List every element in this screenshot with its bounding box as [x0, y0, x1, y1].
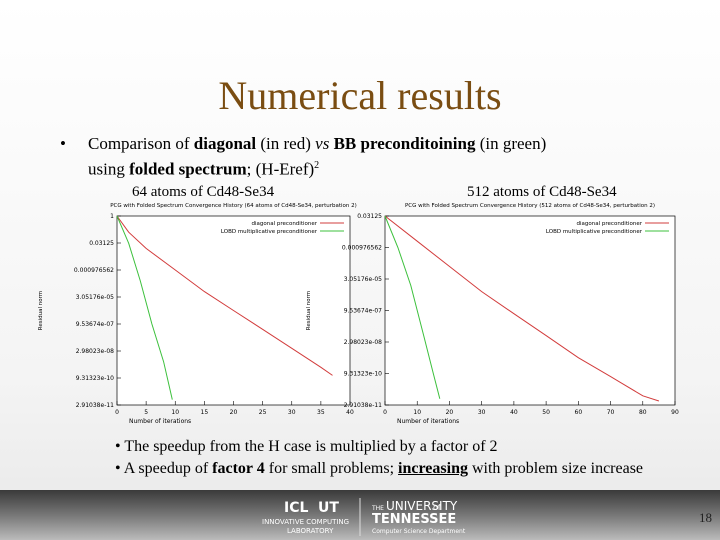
legend-label: LOBD multiplicative preconditioner	[546, 229, 643, 235]
y-tick-label: 0.03125	[89, 240, 114, 247]
x-tick-label: 20	[230, 409, 238, 416]
page-number: 18	[699, 510, 712, 525]
lab-name: INNOVATIVE COMPUTING	[262, 518, 349, 526]
x-tick-label: 70	[607, 409, 615, 416]
x-tick-label: 10	[171, 409, 179, 416]
x-tick-label: 80	[639, 409, 647, 416]
footer-logos: ICL UT INNOVATIVE COMPUTING LABORATORY T…	[262, 498, 712, 536]
y-tick-label: 2.91038e-11	[344, 402, 382, 409]
bullet-marker: •	[60, 134, 66, 153]
x-tick-label: 25	[259, 409, 267, 416]
bullet-text: Comparison of diagonal (in red) vs BB pr…	[88, 133, 688, 181]
y-tick-label: 1	[110, 213, 114, 220]
y-tick-label: 0.03125	[357, 213, 382, 220]
x-tick-label: 15	[201, 409, 209, 416]
x-tick-label: 60	[575, 409, 583, 416]
logo: ICL	[284, 500, 308, 516]
text: ; (H-Eref)	[246, 159, 315, 179]
chart-title: PCG with Folded Spectrum Convergence His…	[405, 203, 655, 209]
dept: Computer Science Department	[372, 528, 466, 535]
y-tick-label: 9.53674e-07	[344, 308, 382, 315]
text: factor 4	[212, 460, 265, 477]
x-tick-label: 10	[413, 409, 421, 416]
note: • A speedup of factor 4 for small proble…	[115, 458, 643, 480]
y-tick-label: 9.31323e-10	[344, 371, 382, 378]
text: vs	[315, 134, 330, 153]
text: folded spectrum	[129, 159, 247, 179]
y-tick-label: 2.98023e-08	[76, 348, 114, 355]
uni: TENNESSEE	[372, 512, 456, 527]
chart-title: PCG with Folded Spectrum Convergence His…	[110, 203, 357, 209]
panel-header: 512 atoms of Cd48-Se34	[467, 184, 617, 200]
y-tick-label: 3.05176e-05	[76, 294, 114, 301]
x-tick-label: 5	[144, 409, 148, 416]
text: (in red)	[256, 134, 316, 153]
x-tick-label: 30	[478, 409, 486, 416]
footer: ICL UT INNOVATIVE COMPUTING LABORATORY T…	[0, 490, 720, 540]
y-tick-label: 9.31323e-10	[76, 375, 114, 382]
note: • The speedup from the H case is multipl…	[115, 436, 643, 458]
y-tick-label: 0.000976562	[74, 267, 114, 274]
series-line	[384, 215, 660, 402]
y-tick-label: 2.91038e-11	[76, 402, 114, 409]
y-axis-label: Residual norm	[38, 291, 44, 330]
text: increasing	[398, 460, 468, 477]
series-line	[116, 215, 333, 376]
uni: UNIVERSITY	[386, 499, 458, 513]
text: • A speedup of	[115, 460, 213, 477]
y-tick-label: 0.000976562	[342, 245, 382, 252]
x-tick-label: 90	[671, 409, 679, 416]
x-axis-label: Number of iterations	[397, 418, 459, 425]
text: for small problems;	[264, 460, 399, 477]
text: with problem size increase	[467, 460, 644, 477]
panel-header: 64 atoms of Cd48-Se34	[132, 184, 275, 200]
series-line	[384, 215, 441, 399]
x-tick-label: 30	[288, 409, 296, 416]
y-axis-label: Residual norm	[306, 291, 312, 330]
uni: THE	[371, 505, 384, 512]
logo: UT	[318, 500, 339, 516]
x-tick-label: 20	[446, 409, 454, 416]
y-tick-label: 2.98023e-08	[344, 339, 382, 346]
text: (in green)	[475, 134, 547, 153]
series-line	[116, 215, 173, 400]
text: • The speedup from the H case is multipl…	[115, 438, 498, 455]
x-tick-label: 40	[346, 409, 354, 416]
lab-name: LABORATORY	[287, 527, 334, 535]
text: 2	[314, 160, 320, 171]
y-tick-label: 9.53674e-07	[76, 321, 114, 328]
text: using	[88, 159, 130, 179]
x-axis-label: Number of iterations	[129, 418, 191, 425]
text: Comparison of	[88, 134, 194, 153]
legend-label: LOBD multiplicative preconditioner	[221, 229, 318, 235]
legend-label: diagonal preconditioner	[577, 221, 643, 227]
x-tick-label: 0	[115, 409, 119, 416]
x-tick-label: 50	[542, 409, 550, 416]
x-tick-label: 35	[317, 409, 325, 416]
y-tick-label: 3.05176e-05	[344, 276, 382, 283]
text: diagonal	[193, 134, 257, 153]
text: BB preconditoining	[333, 134, 476, 153]
slide-title: Numerical results	[218, 73, 502, 118]
uni: of	[433, 503, 441, 512]
notes: • The speedup from the H case is multipl…	[115, 436, 643, 480]
x-tick-label: 0	[383, 409, 387, 416]
legend-label: diagonal preconditioner	[252, 221, 318, 227]
plot-area	[384, 215, 676, 406]
x-tick-label: 40	[510, 409, 518, 416]
